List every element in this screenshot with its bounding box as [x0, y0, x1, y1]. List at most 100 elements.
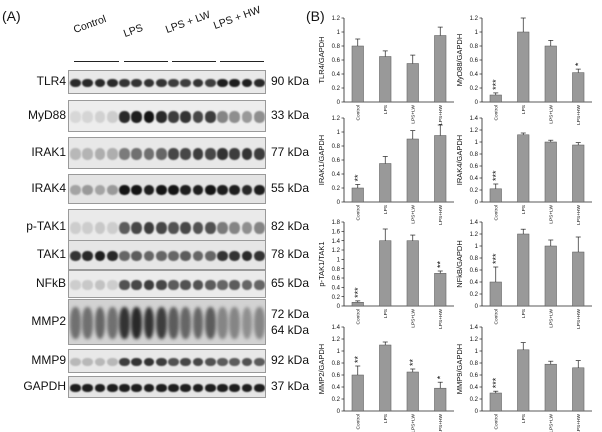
blot-band: [131, 111, 142, 123]
blot-band: [143, 280, 155, 290]
y-tick-label: 0.8: [470, 44, 479, 50]
blot-band: [241, 250, 253, 262]
blot-band: [119, 384, 130, 392]
significance-stars: ***: [353, 287, 363, 298]
blot-label-gapdh: GAPDH: [23, 379, 66, 393]
y-tick-label: 0: [337, 304, 341, 310]
significance-stars: ***: [491, 253, 501, 264]
blot-band: [168, 280, 179, 290]
blot-band: [70, 250, 81, 262]
blot-band: [155, 184, 167, 196]
blot-band: [192, 78, 204, 88]
blot-band: [168, 221, 179, 235]
blot-band: [143, 357, 155, 367]
blot-band: [180, 111, 191, 123]
y-tick-label: 1: [475, 30, 479, 36]
bar: [517, 233, 530, 307]
y-tick-label: 0.2: [332, 397, 341, 403]
y-tick-label: 0.8: [332, 361, 341, 367]
bar: [351, 302, 364, 307]
y-tick-label: 0.6: [470, 58, 479, 64]
y-tick-label: 1.4: [470, 116, 479, 122]
x-tick-label: Control: [493, 414, 499, 429]
blot-band: [70, 306, 81, 340]
blot-band: [94, 148, 106, 160]
y-axis-label: NFkB/GAPDH: [455, 240, 464, 288]
blot-band: [204, 221, 216, 235]
y-tick-label: 0.2: [470, 188, 479, 194]
blot-band: [204, 250, 216, 262]
blot-band: [204, 384, 216, 392]
blot-band: [119, 184, 130, 196]
kda-label-mmp2-lower: 64 kDa: [271, 323, 310, 337]
x-tick-label: LPS+HW: [438, 414, 444, 432]
blot-band: [241, 221, 253, 235]
bar: [379, 163, 392, 203]
x-tick-label: LPS+LW: [410, 309, 416, 328]
blot-band: [94, 111, 106, 123]
blot-band: [131, 221, 142, 235]
y-tick-label: 1.2: [332, 337, 341, 343]
y-tick-label: 0.8: [332, 144, 341, 150]
y-tick-label: 0.8: [470, 152, 479, 158]
blot-band: [155, 250, 167, 262]
bar: [544, 45, 557, 103]
blot-band: [168, 184, 179, 196]
blot-band: [241, 357, 253, 367]
y-tick-label: 0.6: [470, 373, 479, 379]
y-tick-label: 1: [475, 140, 479, 146]
blot-myd88: [68, 100, 266, 132]
blot-band: [82, 221, 93, 235]
y-tick-label: 0.4: [332, 72, 341, 78]
blot-band: [70, 184, 81, 196]
y-axis-label: p-TAK1/TAK1: [317, 241, 326, 286]
x-tick-label: LPS+HW: [576, 205, 582, 225]
bar: [434, 35, 447, 103]
blot-band: [192, 184, 204, 196]
blot-band: [94, 250, 106, 262]
y-tick-label: 1.2: [332, 16, 341, 22]
y-tick-label: 1.2: [470, 232, 479, 238]
y-tick-label: 0.6: [332, 158, 341, 164]
x-tick-label: LPS+HW: [576, 105, 582, 125]
bar: [489, 392, 502, 412]
blot-band: [253, 280, 265, 290]
y-tick-label: 0: [475, 200, 479, 206]
y-tick-label: 0.6: [470, 164, 479, 170]
x-tick-label: LPS+LW: [410, 205, 416, 224]
y-tick-label: 0.8: [470, 361, 479, 367]
blot-band: [229, 78, 240, 88]
blot-band: [229, 184, 240, 196]
x-tick-label: LPS+HW: [438, 309, 444, 329]
y-tick-label: 0.4: [332, 286, 341, 292]
blot-label-mmp9: MMP9: [31, 353, 66, 367]
significance-stars: ***: [491, 170, 501, 181]
x-tick-label: LPS: [521, 205, 527, 214]
blot-band: [94, 280, 106, 290]
y-tick-label: 1: [475, 244, 479, 250]
blot-band: [155, 306, 167, 340]
y-tick-label: 0: [475, 100, 479, 106]
blot-band: [253, 78, 265, 88]
blot-band: [82, 148, 93, 160]
y-tick-label: 0.6: [332, 58, 341, 64]
significance-stars: *: [435, 375, 445, 379]
y-tick-label: 0: [337, 409, 341, 415]
kda-label-tak1: 78 kDa: [271, 247, 310, 261]
blot-band: [180, 184, 191, 196]
significance-stars: **: [408, 358, 418, 366]
blot-band: [217, 280, 228, 290]
y-tick-label: 1.2: [332, 248, 341, 254]
bar: [544, 141, 557, 203]
y-tick-label: 0.4: [470, 385, 479, 391]
significance-stars: **: [353, 355, 363, 363]
blot-band: [229, 111, 240, 123]
blot-band: [180, 384, 191, 392]
blot-band: [119, 78, 130, 88]
blot-band: [168, 250, 179, 262]
y-tick-label: 1.8: [332, 220, 341, 226]
x-tick-label: LPS+HW: [438, 105, 444, 125]
x-tick-label: Control: [355, 205, 361, 220]
blot-band: [119, 221, 130, 235]
